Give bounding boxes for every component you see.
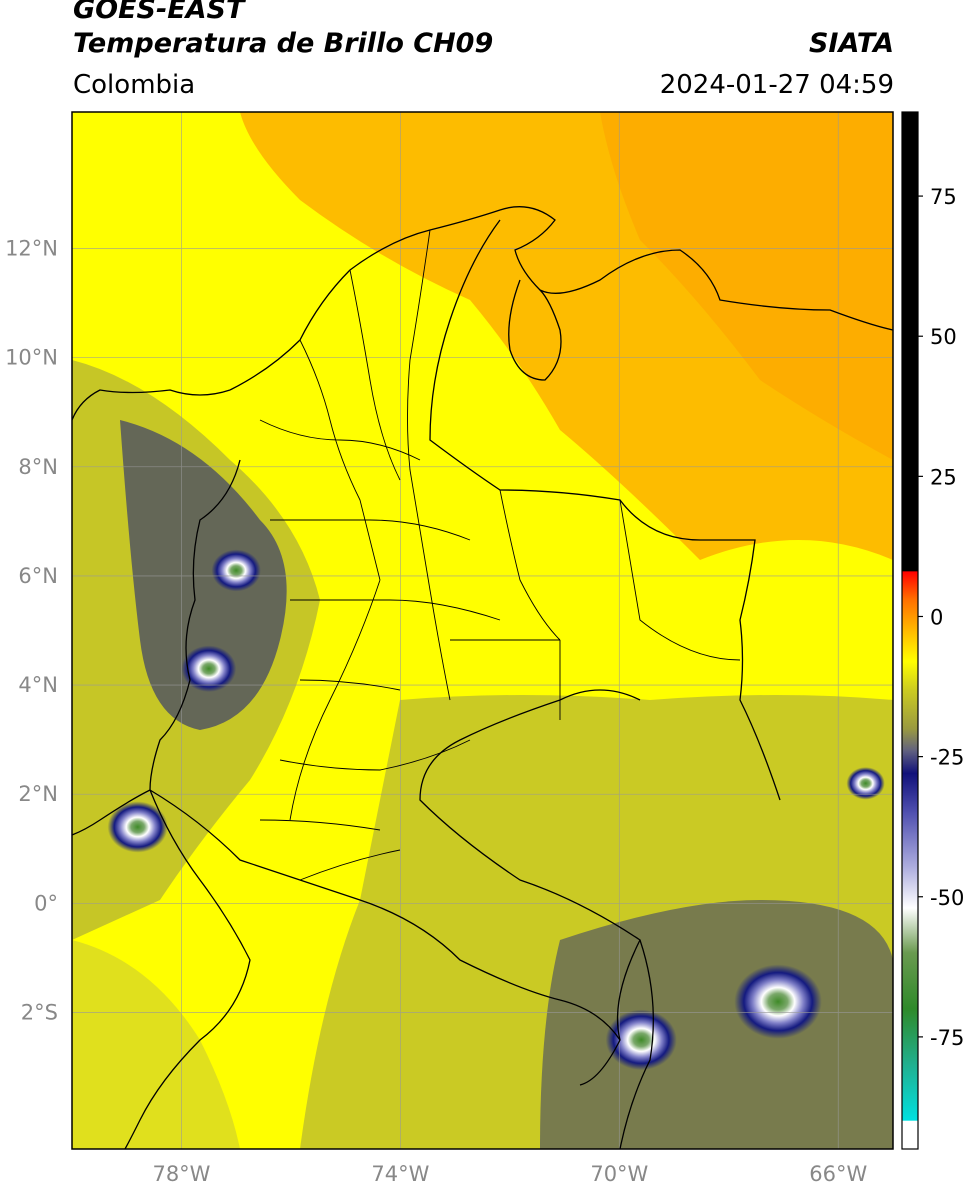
coastline-pacific: [72, 389, 241, 836]
axis-ticks: 12°N 10°N 8°N 6°N 4°N 2°N 0° 2°S 78°W 74°W 70°W 66°…: [5, 236, 867, 1186]
lon-tick-label: 74°W: [371, 1162, 429, 1186]
satellite-title: GOES-EAST: [73, 0, 245, 25]
lat-tick-label: 6°N: [18, 564, 58, 588]
cold-cloud: [846, 767, 885, 800]
lat-tick-label: 8°N: [18, 455, 58, 479]
cloud-halo-amazon: [540, 900, 893, 1149]
cloud-halo-choco: [120, 420, 287, 730]
olive-region-amazon: [300, 695, 893, 1149]
lat-tick-label: 4°N: [18, 673, 58, 697]
lat-tick-label: 0°: [34, 891, 58, 915]
cold-cloud: [181, 645, 237, 692]
map-frame: [71, 111, 894, 1150]
cold-cloud: [734, 964, 822, 1039]
lon-tick-label: 66°W: [809, 1162, 867, 1186]
colorbar-ramp: [902, 112, 918, 1149]
colorbar-tick-label: -75: [930, 1026, 964, 1050]
region-label: Colombia: [73, 70, 196, 100]
borders: [72, 206, 893, 1149]
product-title: Temperatura de Brillo CH09: [73, 28, 494, 59]
border-peru-brazil: [619, 939, 654, 1149]
cold-cloud: [107, 801, 168, 853]
gulf-maracaibo: [508, 279, 562, 381]
colorbar-tick-label: 75: [930, 185, 957, 209]
cold-clouds: [107, 549, 885, 1071]
coastline-caribbean: [229, 206, 893, 391]
olive-region-southwest: [72, 940, 240, 1149]
colorbar-tick-label: 25: [930, 465, 957, 489]
lon-tick-label: 70°W: [590, 1162, 648, 1186]
colorbar-frame: [901, 111, 919, 1150]
lat-tick-label: 12°N: [5, 236, 58, 260]
colorbar-tick-label: -25: [930, 746, 964, 770]
colorbar-tick-label: -50: [930, 886, 964, 910]
border-colombia-venezuela: [429, 219, 781, 801]
lat-tick-label: 2°N: [18, 782, 58, 806]
gridlines: [72, 112, 893, 1149]
department-boundaries: [259, 229, 741, 881]
lat-tick-label: 10°N: [5, 346, 58, 370]
colorbar-tick-label: 0: [930, 605, 943, 629]
coastline-ecuador: [124, 789, 251, 1149]
colorbar: 75 50 25 0 -25 -50 -75: [901, 111, 964, 1150]
brand-label: SIATA: [808, 28, 894, 59]
lat-tick-label: 2°S: [21, 1001, 58, 1025]
warm-region-core: [600, 112, 893, 460]
border-colombia-brazil: [419, 689, 641, 1086]
timestamp-label: 2024-01-27 04:59: [659, 70, 894, 100]
map-area[interactable]: [72, 112, 893, 1149]
cold-cloud: [605, 1009, 677, 1071]
border-colombia-ecuador-peru: [149, 789, 621, 1041]
lon-tick-label: 78°W: [152, 1162, 210, 1186]
cold-cloud: [211, 549, 261, 592]
colorbar-tick-label: 50: [930, 325, 957, 349]
